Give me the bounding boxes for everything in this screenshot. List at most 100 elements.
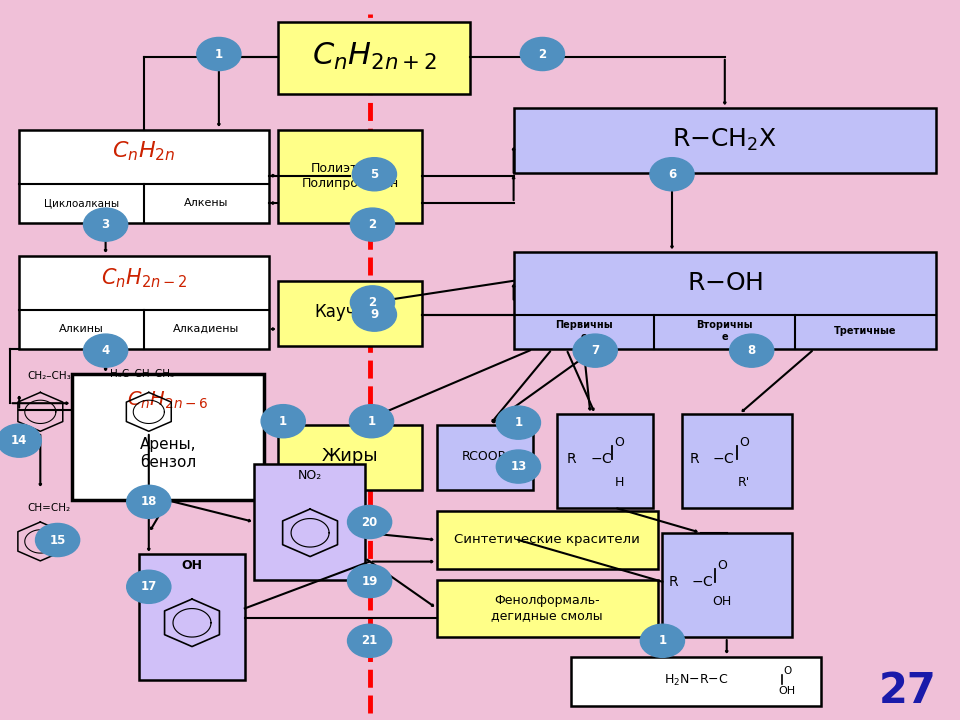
Text: R$-$CH$_2$X: R$-$CH$_2$X bbox=[672, 127, 778, 153]
Text: 6: 6 bbox=[668, 168, 676, 181]
Text: 18: 18 bbox=[140, 495, 157, 508]
Text: CH₂–CH₃: CH₂–CH₃ bbox=[27, 371, 71, 381]
Text: 13: 13 bbox=[511, 460, 526, 473]
Text: 19: 19 bbox=[361, 575, 378, 588]
Text: 15: 15 bbox=[49, 534, 66, 546]
Circle shape bbox=[352, 298, 396, 331]
Text: 2: 2 bbox=[369, 218, 376, 231]
Circle shape bbox=[348, 564, 392, 598]
Circle shape bbox=[350, 208, 395, 241]
Text: 2: 2 bbox=[539, 48, 546, 60]
Bar bbox=[278, 425, 422, 490]
Text: 1: 1 bbox=[659, 634, 666, 647]
Text: Жиры: Жиры bbox=[323, 447, 378, 466]
Circle shape bbox=[36, 523, 80, 557]
Text: CH=CH₂: CH=CH₂ bbox=[27, 503, 70, 513]
Circle shape bbox=[127, 485, 171, 518]
Bar bbox=[437, 425, 533, 490]
Text: OH: OH bbox=[712, 595, 732, 608]
Text: H$_2$N$-$R$-$C: H$_2$N$-$R$-$C bbox=[663, 673, 729, 688]
Text: R: R bbox=[669, 575, 679, 589]
Bar bbox=[254, 464, 365, 580]
Bar bbox=[19, 256, 269, 349]
Text: 17: 17 bbox=[141, 580, 156, 593]
Text: RCOOR: RCOOR bbox=[462, 450, 508, 463]
Text: $C_n H_{2n}$: $C_n H_{2n}$ bbox=[112, 140, 176, 163]
Bar bbox=[571, 657, 821, 706]
Text: Циклоалканы: Циклоалканы bbox=[44, 198, 119, 208]
Text: O: O bbox=[614, 436, 624, 449]
Text: $-$C: $-$C bbox=[712, 452, 735, 467]
Text: 1: 1 bbox=[215, 48, 223, 60]
Text: OH: OH bbox=[779, 686, 796, 696]
Bar bbox=[682, 414, 792, 508]
Text: 14: 14 bbox=[11, 434, 28, 447]
Text: $-$C: $-$C bbox=[691, 575, 714, 589]
Bar bbox=[278, 22, 470, 94]
Bar bbox=[139, 554, 245, 680]
Text: Алкадиены: Алкадиены bbox=[173, 324, 240, 334]
Text: Вторичны
е: Вторичны е bbox=[697, 320, 753, 342]
Bar bbox=[514, 252, 936, 349]
Text: Первичны
е: Первичны е bbox=[555, 320, 612, 342]
Text: H: H bbox=[614, 476, 624, 489]
Bar bbox=[19, 130, 269, 223]
Text: Синтетические красители: Синтетические красители bbox=[454, 533, 640, 546]
Bar bbox=[437, 580, 658, 637]
Text: 20: 20 bbox=[362, 516, 377, 528]
Text: R: R bbox=[566, 452, 576, 467]
Bar bbox=[662, 533, 792, 637]
Text: 1: 1 bbox=[515, 416, 522, 429]
Circle shape bbox=[573, 334, 617, 367]
Text: 2: 2 bbox=[369, 296, 376, 309]
Text: H₃C–CH–CH₃: H₃C–CH–CH₃ bbox=[110, 369, 175, 379]
Text: Фенолформаль-
дегидные смолы: Фенолформаль- дегидные смолы bbox=[492, 594, 603, 621]
Text: R$-$OH: R$-$OH bbox=[686, 271, 763, 295]
Text: Полиэтилен
Полипропилен: Полиэтилен Полипропилен bbox=[301, 162, 399, 189]
Circle shape bbox=[348, 624, 392, 657]
Text: 5: 5 bbox=[371, 168, 378, 181]
Text: $C_n H_{2n-2}$: $C_n H_{2n-2}$ bbox=[101, 266, 187, 289]
Circle shape bbox=[0, 424, 41, 457]
Text: R': R' bbox=[738, 476, 750, 489]
Text: 1: 1 bbox=[368, 415, 375, 428]
Text: 7: 7 bbox=[591, 344, 599, 357]
Text: 4: 4 bbox=[102, 344, 109, 357]
Circle shape bbox=[349, 405, 394, 438]
Circle shape bbox=[261, 405, 305, 438]
Bar bbox=[278, 281, 422, 346]
Circle shape bbox=[350, 286, 395, 319]
Text: OH: OH bbox=[181, 559, 203, 572]
Circle shape bbox=[348, 505, 392, 539]
Text: O: O bbox=[783, 666, 791, 676]
Text: 8: 8 bbox=[748, 344, 756, 357]
Circle shape bbox=[640, 624, 684, 657]
Text: O: O bbox=[739, 436, 749, 449]
Text: $C_n H_{2n-6}$: $C_n H_{2n-6}$ bbox=[128, 390, 208, 411]
Circle shape bbox=[197, 37, 241, 71]
Circle shape bbox=[650, 158, 694, 191]
Text: R: R bbox=[689, 452, 699, 467]
Text: Арены,
бензол: Арены, бензол bbox=[140, 438, 196, 470]
Text: $-$C: $-$C bbox=[590, 452, 613, 467]
Text: $\mathit{C}_n\mathit{H}_{2n+2}$: $\mathit{C}_n\mathit{H}_{2n+2}$ bbox=[312, 41, 437, 73]
Text: 21: 21 bbox=[362, 634, 377, 647]
Circle shape bbox=[352, 158, 396, 191]
Text: Алкены: Алкены bbox=[184, 198, 228, 208]
Text: NO₂: NO₂ bbox=[298, 469, 323, 482]
Text: 1: 1 bbox=[279, 415, 287, 428]
Text: O: O bbox=[717, 559, 727, 572]
Text: Третичные: Третичные bbox=[834, 326, 897, 336]
Circle shape bbox=[520, 37, 564, 71]
Bar bbox=[278, 130, 422, 223]
Circle shape bbox=[127, 570, 171, 603]
Bar bbox=[557, 414, 653, 508]
Circle shape bbox=[84, 334, 128, 367]
Circle shape bbox=[730, 334, 774, 367]
Bar bbox=[514, 108, 936, 173]
Text: 3: 3 bbox=[102, 218, 109, 231]
Circle shape bbox=[496, 450, 540, 483]
Bar bbox=[437, 511, 658, 569]
Text: 9: 9 bbox=[371, 308, 378, 321]
Text: 27: 27 bbox=[878, 670, 936, 712]
